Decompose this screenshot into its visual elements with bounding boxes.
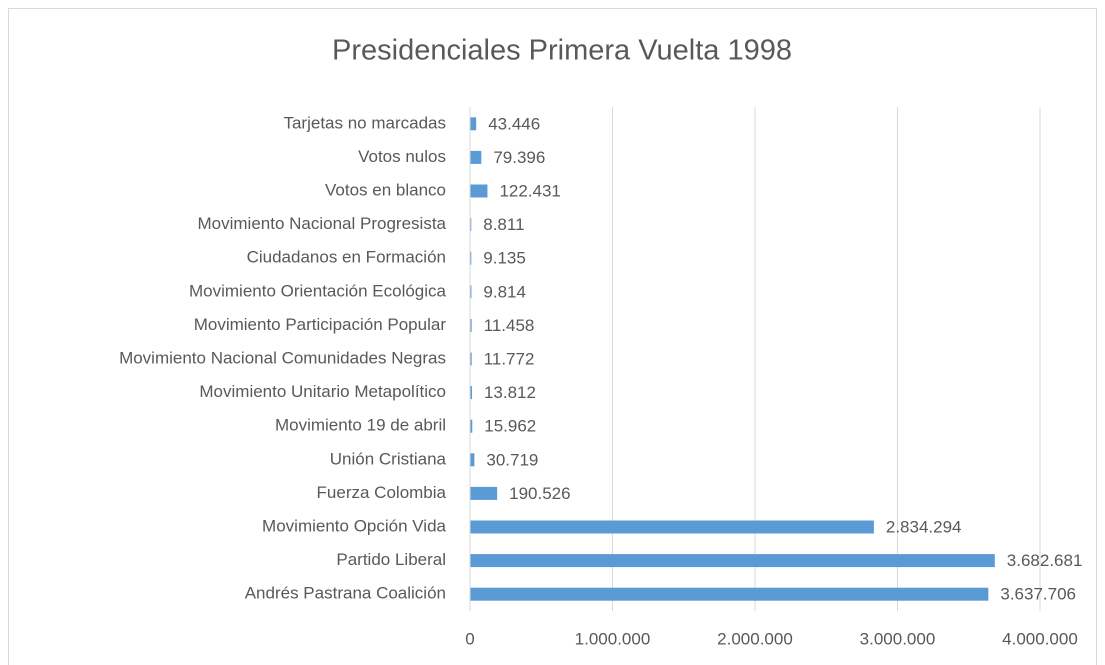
- y-tick-label: Fuerza Colombia: [317, 483, 447, 502]
- bar: [470, 520, 874, 534]
- chart-title: Presidenciales Primera Vuelta 1998: [332, 35, 792, 67]
- bar: [470, 150, 482, 164]
- y-tick-label: Movimiento Orientación Ecológica: [189, 281, 447, 300]
- bar: [470, 554, 995, 568]
- y-tick-label: Movimiento 19 de abril: [275, 416, 446, 435]
- bar: [470, 218, 472, 232]
- y-tick-label: Unión Cristiana: [330, 449, 447, 468]
- y-tick-label: Movimiento Nacional Comunidades Negras: [119, 348, 446, 367]
- bar: [470, 318, 472, 332]
- data-label: 3.637.706: [1000, 585, 1076, 604]
- bar: [470, 184, 488, 198]
- bar: [470, 386, 472, 400]
- data-label: 9.814: [483, 282, 526, 301]
- data-label: 3.682.681: [1007, 551, 1083, 570]
- data-label: 79.396: [493, 148, 545, 167]
- y-tick-label: Movimiento Participación Popular: [194, 315, 447, 334]
- y-tick-label: Partido Liberal: [336, 550, 446, 569]
- data-label: 15.962: [484, 417, 536, 436]
- data-label: 30.719: [486, 450, 538, 469]
- data-label: 9.135: [483, 249, 526, 268]
- data-label: 11.772: [484, 349, 535, 368]
- x-tick-label: 3.000.000: [860, 629, 936, 648]
- x-tick-label: 4.000.000: [1002, 629, 1078, 648]
- data-label: 122.431: [499, 181, 560, 200]
- y-tick-label: Movimiento Unitario Metapolítico: [199, 382, 446, 401]
- x-tick-label: 2.000.000: [717, 629, 793, 648]
- y-tick-label: Movimiento Nacional Progresista: [198, 214, 447, 233]
- x-tick-label: 0: [465, 629, 474, 648]
- data-label: 11.458: [484, 316, 535, 335]
- y-tick-label: Votos nulos: [358, 147, 446, 166]
- bar: [470, 117, 477, 131]
- y-tick-label: Ciudadanos en Formación: [247, 248, 446, 267]
- y-tick-label: Andrés Pastrana Coalición: [245, 584, 446, 603]
- bar: [470, 251, 472, 265]
- bar: [470, 486, 498, 500]
- y-tick-label: Movimiento Opción Vida: [262, 516, 446, 535]
- data-label: 13.812: [484, 383, 536, 402]
- x-tick-label: 1.000.000: [575, 629, 651, 648]
- bar: [470, 453, 475, 467]
- data-label: 43.446: [488, 114, 540, 133]
- data-label: 8.811: [483, 215, 524, 234]
- bar: [470, 352, 472, 366]
- y-tick-label: Tarjetas no marcadas: [283, 113, 446, 132]
- y-tick-label: Votos en blanco: [325, 180, 446, 199]
- data-label: 2.834.294: [886, 517, 962, 536]
- bar: [470, 419, 473, 433]
- bar: [470, 587, 989, 601]
- data-label: 190.526: [509, 484, 570, 503]
- bar: [470, 285, 472, 299]
